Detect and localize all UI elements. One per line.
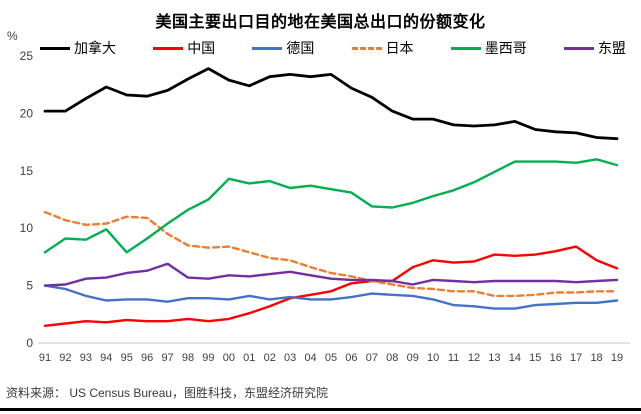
- y-tick-label: 20: [20, 106, 34, 120]
- legend-label-asean: 东盟: [597, 40, 626, 56]
- x-tick-label: 06: [345, 352, 357, 364]
- bottom-divider: [0, 408, 641, 411]
- x-tick-label: 95: [121, 352, 133, 364]
- legend-swatch-asean: [563, 46, 594, 50]
- legend-swatch-germany: [252, 46, 283, 50]
- legend-label-canada: 加拿大: [74, 40, 116, 56]
- x-tick-label: 14: [509, 352, 521, 364]
- line-canada: [43, 67, 619, 141]
- x-tick-label: 07: [366, 352, 378, 364]
- x-tick-label: 00: [223, 352, 235, 364]
- y-tick-label: 25: [20, 49, 34, 63]
- x-tick-label: 04: [304, 352, 316, 364]
- x-tick-label: 18: [590, 352, 602, 364]
- x-tick-label: 91: [39, 352, 51, 364]
- x-tick-label: 19: [611, 352, 623, 364]
- source-note: 资料来源： US Census Bureau，图胜科技，东盟经济研究院: [6, 386, 329, 400]
- x-tick-label: 10: [427, 352, 439, 364]
- line-mexico: [43, 158, 619, 254]
- legend-swatch-japan: [351, 46, 382, 50]
- x-tick-label: 02: [264, 352, 276, 364]
- legend-label-germany: 德国: [286, 40, 315, 56]
- legend-item-japan: 日本: [351, 40, 414, 56]
- x-tick-label: 94: [100, 352, 112, 364]
- line-china: [43, 245, 619, 327]
- x-tick-label: 11: [448, 352, 459, 364]
- y-tick-label: 5: [26, 279, 33, 293]
- y-tick-label: 10: [20, 221, 34, 235]
- line-asean: [43, 262, 619, 287]
- x-tick-label: 17: [570, 352, 582, 364]
- x-tick-label: 15: [529, 352, 541, 364]
- x-tick-label: 01: [243, 352, 255, 364]
- x-tick-label: 99: [202, 352, 214, 364]
- x-tick-label: 16: [550, 352, 562, 364]
- legend-swatch-canada: [40, 46, 70, 50]
- line-germany: [43, 284, 619, 310]
- legend-label-mexico: 墨西哥: [484, 40, 527, 56]
- x-tick-label: 98: [182, 352, 194, 364]
- legend-swatch-china: [153, 46, 184, 50]
- x-tick-label: 93: [80, 352, 92, 364]
- x-tick-label: 97: [161, 352, 173, 364]
- y-tick-label: 0: [26, 336, 33, 350]
- y-axis-unit-label: %: [7, 29, 18, 43]
- legend-item-canada: 加拿大: [40, 41, 116, 55]
- x-tick-label: 13: [488, 352, 500, 364]
- x-tick-label: 12: [468, 352, 480, 364]
- x-tick-label: 96: [141, 352, 153, 364]
- legend-item-asean: 东盟: [563, 40, 626, 56]
- x-tick-label: 09: [407, 352, 419, 364]
- x-tick-label: 05: [325, 352, 337, 364]
- x-tick-label: 92: [59, 352, 71, 364]
- y-tick-label: 15: [20, 164, 34, 178]
- legend-swatch-mexico: [450, 46, 481, 50]
- chart-title: 美国主要出口目的地在美国总出口的份额变化: [155, 14, 486, 31]
- legend-item-germany: 德国: [252, 41, 314, 55]
- line-japan: [43, 210, 619, 298]
- x-tick-label: 08: [386, 352, 398, 364]
- legend-label-china: 中国: [187, 40, 216, 56]
- legend-item-mexico: 墨西哥: [450, 40, 527, 56]
- legend-label-japan: 日本: [385, 40, 414, 56]
- chart-legend: 加拿大 中国 德国 日本 墨西哥 东盟: [40, 38, 626, 58]
- legend-item-china: 中国: [153, 41, 215, 55]
- x-tick-label: 03: [284, 352, 296, 364]
